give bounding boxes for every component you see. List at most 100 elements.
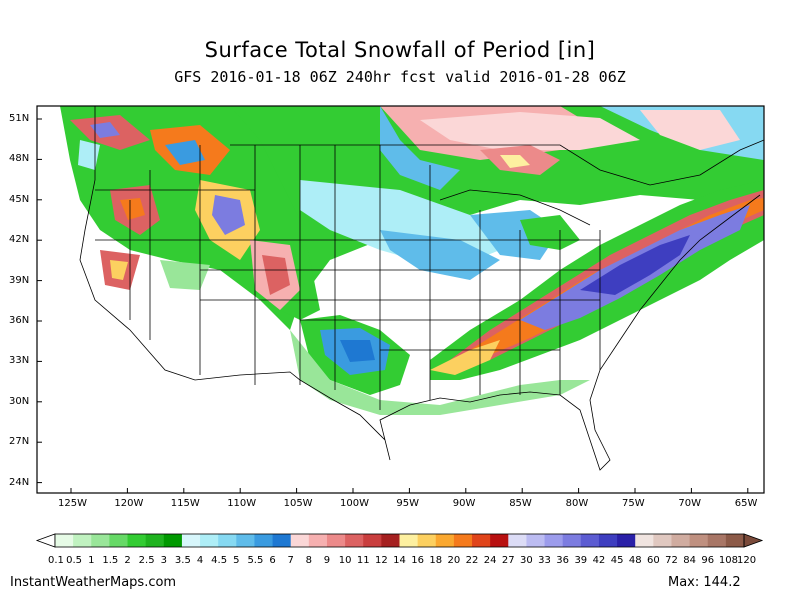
lon-label: 65W xyxy=(734,498,758,509)
lon-label: 125W xyxy=(58,498,87,509)
lon-label: 110W xyxy=(227,498,257,509)
colorbar-swatch xyxy=(725,534,745,547)
colorbar-swatch xyxy=(381,534,400,547)
colorbar-label: 3 xyxy=(160,555,167,566)
colorbar-label: 33 xyxy=(538,555,551,566)
snowfall-fields xyxy=(60,106,764,415)
lat-label: 42N xyxy=(9,234,30,246)
colorbar-label: 96 xyxy=(701,555,715,566)
colorbar-label: 24 xyxy=(483,555,497,566)
colorbar-label: 45 xyxy=(610,555,624,566)
colorbar-swatch xyxy=(254,534,273,547)
colorbar-swatch xyxy=(544,534,564,547)
map-frame xyxy=(36,105,765,494)
lat-label: 24N xyxy=(9,476,30,488)
colorbar-swatch xyxy=(163,534,183,547)
colorbar-outline xyxy=(54,533,745,548)
colorbar-label: 6 xyxy=(269,555,276,566)
site-credit: InstantWeatherMaps.com xyxy=(10,575,177,590)
colorbar-swatch xyxy=(236,534,255,547)
state-borders xyxy=(79,106,765,471)
lat-label: 39N xyxy=(9,274,30,286)
lon-label: 115W xyxy=(170,498,200,509)
colorbar-swatch xyxy=(617,534,636,547)
colorbar-swatch xyxy=(127,534,147,547)
lat-label: 36N xyxy=(9,315,30,326)
lat-label: 51N xyxy=(9,113,30,124)
colorbar-label: 14 xyxy=(393,555,406,566)
colorbar-min-arrow xyxy=(35,533,56,548)
lon-label: 100W xyxy=(340,498,369,509)
colorbar-label: 84 xyxy=(683,555,696,566)
colorbar-label: 2 xyxy=(124,555,131,566)
colorbar-label: 8 xyxy=(305,555,313,566)
colorbar-label: 30 xyxy=(520,555,533,566)
colorbar-swatch xyxy=(598,534,618,547)
axis-ticks xyxy=(37,118,749,493)
colorbar-label: 2.5 xyxy=(138,555,155,566)
colorbar-swatch xyxy=(453,534,473,547)
colorbar-swatch xyxy=(508,534,527,547)
colorbar-swatch xyxy=(580,534,600,547)
colorbar-swatch xyxy=(653,534,672,547)
colorbar-label: 72 xyxy=(665,555,678,566)
colorbar-swatch xyxy=(308,534,328,547)
colorbar-label: 42 xyxy=(592,555,606,566)
colorbar-label: 36 xyxy=(556,555,570,566)
colorbar-label: 18 xyxy=(429,555,443,566)
colorbar-swatch xyxy=(290,534,310,547)
colorbar-max-arrow xyxy=(743,533,764,548)
colorbar-swatch xyxy=(635,534,654,547)
colorbar-label: 108 xyxy=(718,555,738,566)
colorbar-label: 120 xyxy=(737,555,757,566)
colorbar-label: 1 xyxy=(88,555,95,566)
colorbar-swatch xyxy=(55,534,74,547)
lon-label: 85W xyxy=(509,498,532,509)
colorbar-label: 4 xyxy=(196,555,204,566)
lon-label: 80W xyxy=(565,498,589,509)
colorbar-label: 27 xyxy=(501,555,515,566)
colorbar-label: 5.5 xyxy=(247,555,264,566)
lon-label: 105W xyxy=(283,498,313,509)
colorbar-swatch xyxy=(472,534,491,547)
map-subtitle: GFS 2016-01-18 06Z 240hr fcst valid 2016… xyxy=(174,68,626,86)
colorbar-swatch xyxy=(181,534,201,547)
colorbar-swatch xyxy=(417,534,437,547)
colorbar-swatch xyxy=(707,534,727,547)
colorbar-label: 20 xyxy=(447,555,461,566)
colorbar-swatch xyxy=(91,534,110,547)
colorbar-label: 1.5 xyxy=(102,555,119,566)
colorbar-swatch xyxy=(671,534,691,547)
colorbar-label: 10 xyxy=(338,555,352,566)
colorbar-swatch xyxy=(399,534,419,547)
lon-label: 95W xyxy=(396,498,420,509)
colorbar-label: 0.1 xyxy=(48,555,64,566)
colorbar-label: 11 xyxy=(356,555,370,566)
colorbar-label: 39 xyxy=(574,555,588,566)
colorbar-label: 48 xyxy=(628,555,642,566)
colorbar-swatch xyxy=(435,534,455,547)
lat-label: 48N xyxy=(9,153,30,165)
max-value: Max: 144.2 xyxy=(668,575,741,590)
colorbar-swatch xyxy=(526,534,545,547)
map-title: Surface Total Snowfall of Period [in] xyxy=(204,38,596,62)
colorbar-swatch xyxy=(326,534,346,547)
colorbar-swatch xyxy=(73,534,92,547)
colorbar-swatch xyxy=(109,534,128,547)
lon-label: 70W xyxy=(678,498,702,509)
colorbar-swatch xyxy=(490,534,509,547)
lon-label: 75W xyxy=(622,498,645,509)
colorbar-swatch xyxy=(145,534,165,547)
colorbar-swatch xyxy=(363,534,382,547)
colorbar-label: 12 xyxy=(374,555,388,566)
colorbar-label: 7 xyxy=(287,555,294,566)
colorbar-swatch xyxy=(562,534,582,547)
colorbar-label: 4.5 xyxy=(211,555,228,566)
colorbar-swatch xyxy=(200,534,219,547)
colorbar-label: 9 xyxy=(323,555,331,566)
colorbar-label: 60 xyxy=(646,555,660,566)
colorbar-swatch xyxy=(218,534,237,547)
colorbar-label: 5 xyxy=(233,555,240,566)
lon-label: 120W xyxy=(114,498,144,509)
